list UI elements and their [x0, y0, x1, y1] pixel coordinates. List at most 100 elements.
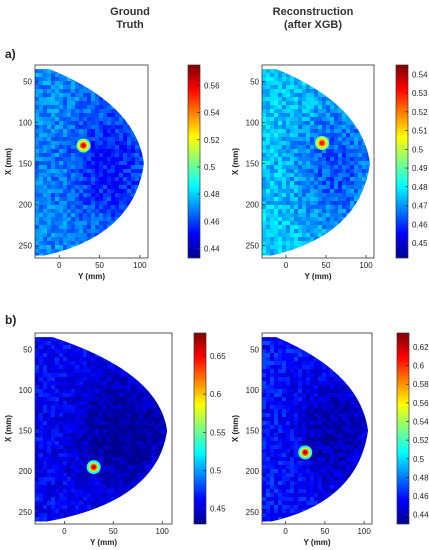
x-tick-label: 50	[320, 527, 329, 536]
y-axis-label: X (mm)	[4, 148, 13, 175]
x-axis-label: Y (mm)	[78, 272, 105, 281]
heatmap-cells	[35, 337, 168, 522]
colorbar-tick-label: 0.48	[412, 183, 428, 192]
heatmap-cells	[262, 337, 369, 522]
y-tick-label: 50	[23, 345, 32, 354]
colorbar-tick-label: 0.54	[412, 70, 428, 79]
y-tick-label: 150	[19, 160, 33, 169]
header-ground-truth: Ground Truth	[60, 6, 200, 32]
colorbar-tick-label: 0.65	[210, 352, 226, 361]
inclusion-marker	[76, 138, 91, 153]
colorbar-tick-label: 0.58	[413, 380, 429, 389]
colorbar-tick-label: 0.46	[412, 220, 428, 229]
x-tick-label: 100	[359, 261, 373, 270]
colorbar-tick-label: 0.5	[412, 145, 424, 154]
y-axis-label: X (mm)	[231, 148, 240, 175]
colorbar: 0.45 0.46 0.47 0.48 0.49 0.5 0.51 0.52 0.53 0.54	[395, 64, 428, 259]
x-axis-label: Y (mm)	[304, 538, 331, 547]
y-tick-label: 250	[246, 508, 260, 517]
x-tick-label: 50	[322, 261, 331, 270]
y-tick-label: 150	[19, 427, 33, 436]
x-tick-label: 0	[283, 527, 288, 536]
x-tick-label: 100	[156, 527, 170, 536]
y-tick-label: 150	[246, 160, 260, 169]
y-tick-label: 200	[246, 201, 260, 210]
y-tick-label: 250	[19, 508, 33, 517]
header-reconstruction-line1: Reconstruction	[272, 6, 354, 18]
colorbar-tick-label: 0.45	[210, 505, 226, 514]
heatmap-panel-a-reconstruction: 50 100 150 200 250 0 50 100 Y (mm) X (mm) 0.45 0.46…	[231, 64, 428, 281]
x-tick-label: 50	[95, 261, 104, 270]
x-tick-label: 0	[62, 527, 67, 536]
row-label-a: a)	[5, 47, 16, 61]
axes-frame	[34, 64, 149, 259]
heatmap-panel-a-ground-truth: 50 100 150 200 250 0 50 100 Y (mm) X (mm) 0.44 0.46…	[4, 64, 220, 281]
y-tick-label: 200	[19, 467, 33, 476]
colorbar-tick-label: 0.45	[412, 239, 428, 248]
colorbar-tick-label: 0.46	[204, 217, 220, 226]
y-tick-label: 50	[23, 77, 32, 86]
colorbar-tick-label: 0.49	[412, 164, 428, 173]
colorbar-tick-label: 0.5	[210, 467, 222, 476]
colorbar: 0.45 0.5 0.55 0.6 0.65	[193, 332, 226, 525]
header-ground-truth-line2: Truth	[116, 19, 144, 31]
y-axis-label: X (mm)	[231, 415, 240, 442]
header-reconstruction-line2: (after XGB)	[283, 19, 343, 31]
y-tick-label: 100	[19, 386, 33, 395]
x-tick-label: 0	[57, 261, 62, 270]
inclusion-marker	[315, 136, 329, 151]
y-tick-label: 150	[246, 427, 260, 436]
colorbar-tick-label: 0.56	[204, 81, 220, 90]
y-tick-label: 50	[250, 77, 259, 86]
y-tick-label: 100	[246, 386, 260, 395]
colorbar-tick-label: 0.44	[204, 244, 220, 253]
colorbar-tick-label: 0.55	[210, 428, 226, 437]
x-tick-label: 100	[357, 527, 371, 536]
x-tick-label: 100	[133, 261, 147, 270]
heatmap-cells	[262, 69, 370, 256]
row-label-b: b)	[5, 313, 17, 327]
colorbar-tick-label: 0.6	[413, 362, 425, 371]
colorbar-tick-label: 0.6	[210, 390, 222, 399]
colorbar-tick-label: 0.48	[204, 190, 220, 199]
axes-frame	[261, 64, 375, 259]
colorbar-tick-label: 0.53	[412, 89, 428, 98]
axes-frame	[34, 332, 173, 525]
y-axis-label: X (mm)	[4, 415, 13, 442]
inclusion-marker	[86, 460, 101, 475]
colorbar-tick-label: 0.47	[412, 202, 428, 211]
colorbar-tick-label: 0.46	[413, 492, 429, 501]
colorbar-tick-label: 0.52	[412, 108, 428, 117]
y-tick-label: 100	[246, 118, 260, 127]
colorbar-tick-label: 0.51	[412, 127, 428, 136]
colorbar-tick-label: 0.48	[413, 473, 429, 482]
header-reconstruction: Reconstruction (after XGB)	[228, 6, 398, 32]
heatmap-panel-b-reconstruction: 50 100 150 200 250 0 50 100 Y (mm) X (mm) 0.44 0.46…	[231, 332, 429, 547]
heatmap-cells	[35, 69, 144, 256]
y-tick-label: 50	[250, 345, 259, 354]
colorbar-tick-label: 0.5	[413, 455, 425, 464]
x-tick-label: 50	[109, 527, 118, 536]
colorbar: 0.44 0.46 0.48 0.5 0.52 0.54 0.56 0.58 0.6 0.62	[396, 332, 429, 525]
colorbar-tick-label: 0.54	[204, 109, 220, 118]
colorbar-tick-label: 0.56	[413, 399, 429, 408]
y-tick-label: 100	[19, 118, 33, 127]
colorbar-tick-label: 0.52	[204, 136, 220, 145]
y-tick-label: 200	[246, 467, 260, 476]
y-tick-label: 250	[19, 242, 33, 251]
colorbar-tick-label: 0.5	[204, 163, 216, 172]
inclusion-marker	[298, 445, 313, 460]
colorbar-tick-label: 0.54	[413, 418, 429, 427]
colorbar-tick-label: 0.52	[413, 436, 429, 445]
colorbar: 0.44 0.46 0.48 0.5 0.52 0.54 0.56	[187, 64, 220, 259]
header-ground-truth-line1: Ground	[110, 6, 150, 18]
colorbar-tick-label: 0.62	[413, 343, 429, 352]
y-tick-label: 250	[246, 242, 260, 251]
axes-frame	[261, 332, 373, 525]
x-axis-label: Y (mm)	[90, 538, 117, 547]
x-tick-label: 0	[284, 261, 289, 270]
x-axis-label: Y (mm)	[305, 272, 332, 281]
y-tick-label: 200	[19, 201, 33, 210]
